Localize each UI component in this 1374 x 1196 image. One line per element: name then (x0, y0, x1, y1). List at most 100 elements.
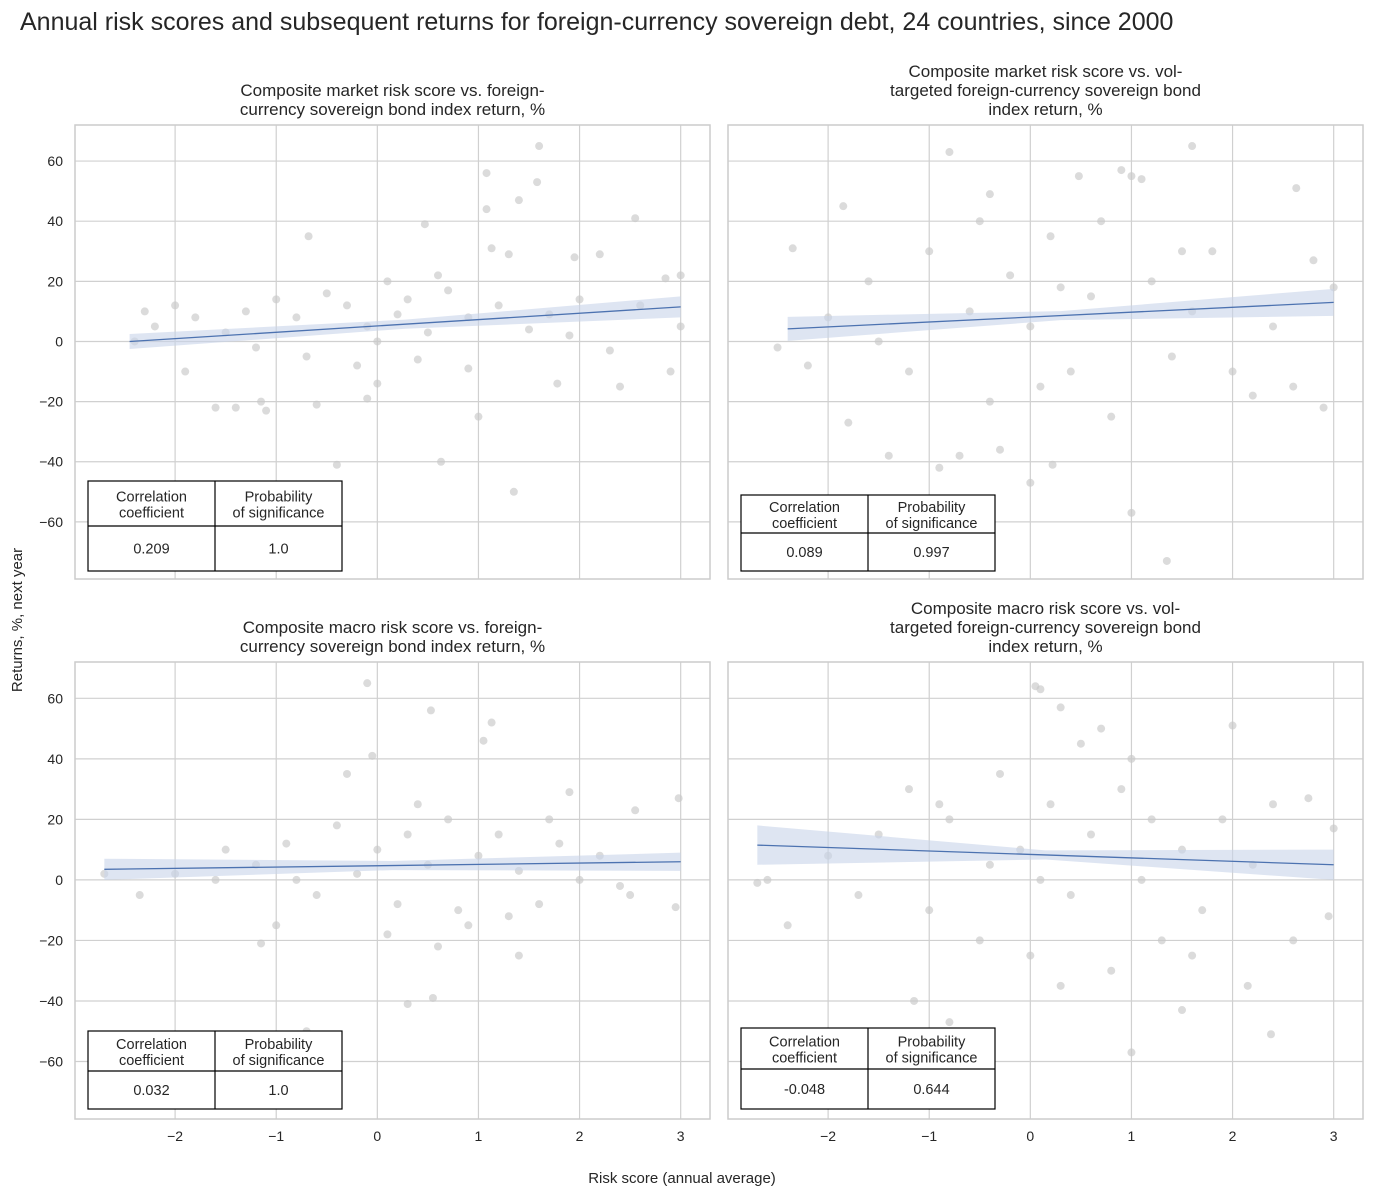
y-tick-label: 0 (55, 333, 63, 349)
axes-frame (727, 661, 1364, 1120)
confidence-band (757, 825, 1334, 880)
y-tick-label: 20 (47, 273, 63, 289)
scatter-point (1087, 830, 1096, 839)
y-tick-label: 20 (47, 811, 63, 827)
scatter-point (1178, 1006, 1187, 1015)
scatter-point (1289, 382, 1298, 391)
scatter-point (191, 313, 200, 322)
scatter-point (504, 250, 513, 259)
table-header: coefficient (772, 1051, 837, 1067)
scatter-point (423, 328, 432, 337)
axes-frame (74, 661, 711, 1120)
scatter-point (434, 271, 443, 280)
confidence-band (787, 288, 1334, 341)
scatter-point (1066, 367, 1075, 376)
scatter-point (631, 806, 640, 815)
scatter-point (434, 942, 443, 951)
y-tick-label: −40 (39, 454, 63, 470)
scatter-point (925, 906, 934, 915)
scatter-point (1097, 724, 1106, 733)
panel-title: currency sovereign bond index return, % (240, 637, 545, 656)
panel-title: currency sovereign bond index return, % (240, 100, 545, 119)
scatter-point (1036, 382, 1045, 391)
probability-value: 1.0 (268, 542, 288, 558)
y-tick-label: 40 (47, 751, 63, 767)
y-tick-label: −60 (39, 1053, 63, 1069)
scatter-point (322, 289, 331, 298)
scatter-point (272, 921, 281, 930)
scatter-point (403, 999, 412, 1008)
scatter-point (945, 815, 954, 824)
scatter-point (1292, 184, 1301, 193)
y-tick-label: 60 (47, 153, 63, 169)
table-header: Correlation (769, 500, 840, 516)
scatter-point (504, 912, 513, 921)
scatter-point (1087, 292, 1096, 301)
scatter-point (1046, 800, 1055, 809)
scatter-point (844, 418, 853, 427)
x-tick-label: 3 (677, 1128, 685, 1144)
scatter-point (464, 921, 473, 930)
scatter-point (975, 217, 984, 226)
scatter-point (437, 457, 446, 466)
scatter-point (454, 906, 463, 915)
scatter-point (1147, 815, 1156, 824)
scatter-point (332, 460, 341, 469)
table-header: coefficient (119, 506, 184, 522)
scatter-point (257, 939, 266, 948)
scatter-point (773, 343, 782, 352)
scatter-point (674, 794, 683, 803)
scatter-point (676, 322, 685, 331)
scatter-point (150, 322, 159, 331)
x-tick-label: −2 (820, 1128, 836, 1144)
scatter-point (426, 706, 435, 715)
scatter-point (995, 445, 1004, 454)
scatter-point (839, 202, 848, 211)
scatter-point (282, 839, 291, 848)
scatter-point (1178, 247, 1187, 256)
scatter-point (1269, 800, 1278, 809)
y-tick-label: 0 (55, 872, 63, 888)
panel-title: index return, % (988, 637, 1102, 656)
regression-line (787, 301, 1334, 330)
scatter-point (1188, 142, 1197, 151)
scatter-point (1074, 172, 1083, 181)
table-header: of significance (233, 1053, 325, 1069)
scatter-point (487, 244, 496, 253)
figure-title: Annual risk scores and subsequent return… (20, 8, 1173, 36)
y-tick-label: −60 (39, 514, 63, 530)
scatter-point (1329, 824, 1338, 833)
scatter-point (474, 412, 483, 421)
x-tick-label: 0 (373, 1128, 381, 1144)
scatter-point (631, 214, 640, 223)
scatter-point (1097, 217, 1106, 226)
scatter-point (763, 875, 772, 884)
correlation-value: 0.032 (133, 1083, 169, 1099)
scatter-point (1006, 271, 1015, 280)
scatter-point (1319, 403, 1328, 412)
panel-title: Composite macro risk score vs. vol- (911, 599, 1180, 618)
scatter-point (666, 367, 675, 376)
scatter-point (494, 301, 503, 310)
scatter-point (626, 891, 635, 900)
scatter-point (783, 921, 792, 930)
scatter-point (302, 352, 311, 361)
panel-title: index return, % (988, 100, 1102, 119)
scatter-point (788, 244, 797, 253)
scatter-point (368, 751, 377, 760)
scatter-point (575, 295, 584, 304)
panel-3: −2 −1 0 1 2 3 60 40 20 0 −20 −40 −60 Composite macro … (39, 618, 711, 1144)
regression-line (104, 861, 681, 870)
scatter-point (509, 487, 518, 496)
scatter-point (605, 346, 614, 355)
scatter-point (1137, 875, 1146, 884)
panel-title: Composite market risk score vs. vol- (909, 62, 1183, 81)
confidence-band (104, 852, 681, 880)
scatter-point (1324, 912, 1333, 921)
scatter-point (221, 845, 230, 854)
scatter-point (1127, 172, 1136, 181)
scatter-point (1056, 703, 1065, 712)
x-tick-label: 1 (1128, 1128, 1136, 1144)
panel-1: 60 40 20 0 −20 −40 −60 Composite market risk sc… (39, 81, 711, 580)
